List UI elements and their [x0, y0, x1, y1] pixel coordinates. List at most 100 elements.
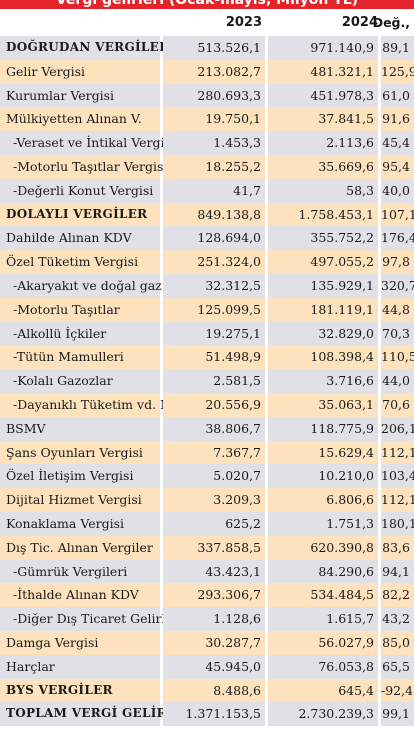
row-label: -Motorlu Taşıtlar Vergisi: [13, 159, 168, 174]
value-2023: 625,2: [225, 516, 261, 531]
row-label: -İthalde Alınan KDV: [13, 587, 139, 603]
table-row: -Alkollü İçkiler 19.275,1 32.829,0 70,3: [0, 321, 414, 346]
value-change-cell: 91,6: [381, 107, 414, 132]
table-row: -İthalde Alınan KDV 293.306,7 534.484,5 82,…: [0, 583, 414, 608]
value-2023: 43.423,1: [205, 563, 261, 579]
row-label: -Motorlu Taşıtlar: [13, 301, 120, 317]
value-2023: 125.099,5: [197, 301, 261, 317]
value-2023-cell: 5.020,7: [163, 464, 265, 489]
value-change-cell: 94,1: [381, 559, 414, 584]
value-change-cell: 107,1: [381, 202, 414, 227]
row-label-cell: Dijital Hizmet Vergisi: [0, 488, 160, 512]
value-2024-cell: 355.752,2: [268, 226, 378, 251]
value-change-cell: 103,4: [381, 464, 414, 489]
value-2023: 41,7: [233, 182, 261, 198]
row-label: Dahilde Alınan KDV: [6, 230, 132, 246]
value-change-cell: 44,0: [381, 369, 414, 393]
value-2023-cell: 20.556,9: [163, 393, 265, 417]
value-2024-cell: 118.775,9: [268, 416, 378, 441]
table-header: 2023 2024 Değ., %: [0, 9, 414, 57]
value-change-cell: 206,1: [381, 416, 414, 441]
value-change: 82,2: [382, 587, 410, 603]
value-change: 43,2: [382, 611, 410, 627]
value-2023-cell: 8.488,6: [163, 678, 265, 703]
row-label-cell: Özel İletişim Vergisi: [0, 464, 160, 489]
value-2023-cell: 18.255,2: [163, 155, 265, 179]
value-2024: 118.775,9: [310, 420, 374, 436]
value-change-cell: 83,6: [381, 535, 414, 560]
value-2024: 645,4: [338, 682, 374, 698]
value-2024-cell: 3.716,6: [268, 369, 378, 393]
value-2023: 30.287,7: [205, 635, 261, 650]
value-2024-cell: 108.398,4: [268, 345, 378, 370]
value-2023-cell: 125.099,5: [163, 297, 265, 322]
table-row: -Veraset ve İntikal Vergisi 1.453,3 2.113,…: [0, 131, 414, 155]
value-change: 180,1: [381, 516, 414, 531]
value-2024: 451.978,3: [310, 87, 374, 103]
row-label: Harçlar: [6, 658, 55, 674]
table-row: Özel İletişim Vergisi 5.020,7 10.210,0 103,…: [0, 464, 414, 489]
row-label-cell: -Dayanıklı Tüketim vd. M.: [0, 393, 177, 417]
value-2023-cell: 293.306,7: [163, 583, 265, 608]
value-2024-cell: 645,4: [268, 678, 378, 703]
value-2024-cell: 534.484,5: [268, 583, 378, 608]
value-2023: 18.255,2: [205, 159, 261, 174]
value-change: 89,1: [382, 40, 410, 55]
value-2024-cell: 35.063,1: [268, 393, 378, 417]
value-change-cell: 70,6: [381, 393, 414, 417]
value-change: 40,0: [382, 182, 410, 198]
row-label-cell: -Akaryakıt ve doğal gaz: [0, 274, 162, 298]
table-row: -Diğer Dış Ticaret Gelirleri 1.128,6 1.615…: [0, 607, 414, 631]
value-change: 110,5: [381, 349, 414, 365]
table-title-bar: Vergi gelirleri (Ocak-mayıs, Milyon TL): [0, 0, 414, 9]
value-2024-cell: 2.113,6: [268, 131, 378, 155]
table-row: -Motorlu Taşıtlar Vergisi 18.255,2 35.669,…: [0, 155, 414, 179]
value-2024-cell: 76.053,8: [268, 654, 378, 679]
value-2023: 293.306,7: [197, 587, 261, 603]
value-2023-cell: 43.423,1: [163, 559, 265, 584]
value-2024: 2.113,6: [326, 135, 374, 151]
value-2024-cell: 971.140,9: [268, 36, 378, 60]
value-change: -92,4: [381, 682, 414, 698]
row-label-cell: Kurumlar Vergisi: [0, 83, 160, 108]
value-2023: 51.498,9: [205, 349, 261, 365]
row-label: -Dayanıklı Tüketim vd. M.: [13, 397, 177, 412]
value-change: 176,4: [381, 230, 414, 246]
table-row: Şans Oyunları Vergisi 7.367,7 15.629,4 112,…: [0, 440, 414, 465]
value-2024: 84.290,6: [318, 563, 374, 579]
value-change: 85,0: [382, 635, 410, 650]
value-change-cell: 320,7: [381, 274, 414, 298]
value-2024: 1.751,3: [326, 516, 374, 531]
row-label-cell: -Diğer Dış Ticaret Gelirleri: [0, 607, 183, 631]
row-label: -Tütün Mamulleri: [13, 349, 124, 365]
value-2024-cell: 35.669,6: [268, 155, 378, 179]
row-label: -Veraset ve İntikal Vergisi: [13, 135, 175, 151]
row-label: -Alkollü İçkiler: [13, 325, 107, 341]
value-change-cell: 112,1: [381, 440, 414, 465]
value-change: 206,1: [381, 420, 414, 436]
value-2024: 181.119,1: [310, 301, 374, 317]
row-label-cell: DOLAYLI VERGİLER: [0, 202, 160, 227]
value-2023: 2.581,5: [213, 373, 261, 389]
value-2023-cell: 337.858,5: [163, 535, 265, 560]
value-change: 320,7: [381, 278, 414, 293]
row-label-cell: Şans Oyunları Vergisi: [0, 440, 160, 465]
table-row: Dış Tic. Alınan Vergiler 337.858,5 620.390…: [0, 535, 414, 560]
value-2023: 19.275,1: [205, 325, 261, 341]
value-2023-cell: 38.806,7: [163, 416, 265, 441]
row-label-cell: -Motorlu Taşıtlar: [0, 297, 160, 322]
value-2023: 213.082,7: [197, 63, 261, 79]
value-2023-cell: 1.453,3: [163, 131, 265, 155]
value-2023: 32.312,5: [205, 278, 261, 293]
value-2023: 3.209,3: [213, 492, 261, 508]
value-change-cell: 89,1: [381, 36, 414, 60]
value-change-cell: 44,8: [381, 297, 414, 322]
row-label-cell: Mülkiyetten Alınan V.: [0, 107, 160, 132]
value-2023-cell: 280.693,3: [163, 83, 265, 108]
value-change: 97,8: [382, 254, 410, 270]
value-2023: 19.750,1: [205, 111, 261, 127]
row-label-cell: BYS VERGİLER: [0, 678, 160, 703]
value-2023: 20.556,9: [205, 397, 261, 412]
value-change: 95,4: [382, 159, 410, 174]
value-2023: 45.945,0: [205, 658, 261, 674]
